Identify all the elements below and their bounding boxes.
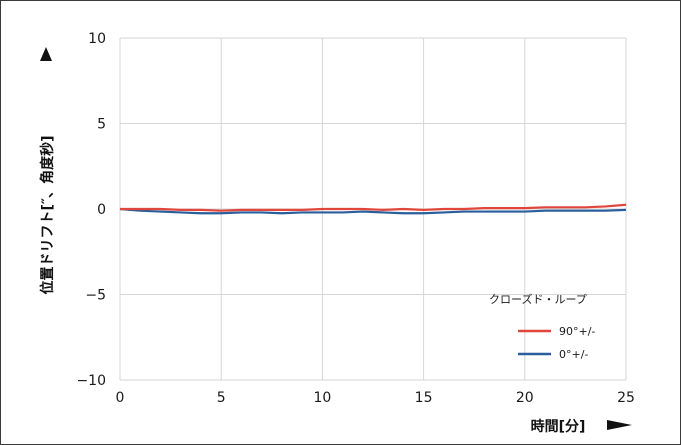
x-tick-labels: 0 5 10 15 20 25	[116, 390, 635, 406]
x-axis-arrow	[607, 420, 632, 430]
y-tick-label: 0	[97, 202, 106, 218]
legend: クローズド・ループ 90°+/- 0°+/-	[489, 292, 595, 361]
legend-label-90: 90°+/-	[559, 325, 595, 338]
series-line-0	[119, 207, 627, 215]
y-tick-label: 5	[97, 117, 106, 133]
x-axis-title: 時間[分]	[531, 418, 586, 435]
series-lines	[119, 203, 627, 215]
series-line-90	[120, 203, 627, 212]
x-tick-label: 15	[415, 390, 433, 406]
x-tick-label: 20	[516, 390, 534, 406]
legend-label-0: 0°+/-	[559, 348, 588, 361]
x-tick-label: 0	[116, 390, 125, 406]
legend-title: クローズド・ループ	[489, 292, 587, 306]
y-axis-title: 位置ドリフト[″、角度秒]	[39, 135, 56, 294]
y-tick-label: 10	[88, 31, 106, 47]
y-tick-label: −5	[85, 288, 106, 304]
x-tick-label: 25	[617, 390, 635, 406]
y-tick-label: −10	[76, 373, 106, 389]
x-tick-label: 10	[313, 390, 331, 406]
y-axis-arrow	[40, 47, 52, 61]
x-tick-label: 5	[217, 390, 226, 406]
y-tick-labels: −10 −5 0 5 10	[76, 31, 106, 389]
